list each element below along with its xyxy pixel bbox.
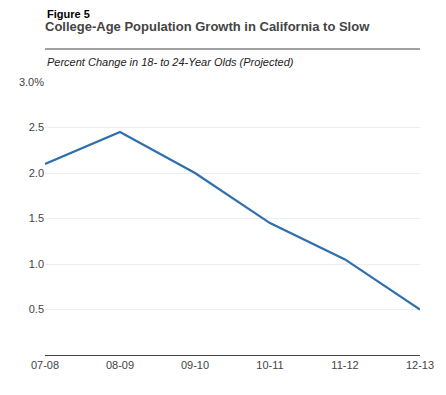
svg-text:10-11: 10-11	[256, 359, 283, 371]
svg-text:07-08: 07-08	[31, 359, 59, 371]
svg-text:11-12: 11-12	[331, 359, 358, 371]
svg-text:09-10: 09-10	[181, 359, 209, 371]
svg-text:1.0: 1.0	[29, 258, 44, 270]
svg-text:08-09: 08-09	[106, 359, 134, 371]
svg-text:2.5: 2.5	[29, 121, 44, 133]
svg-text:Percent Change in 18- to 24-Ye: Percent Change in 18- to 24-Year Olds (P…	[47, 56, 294, 68]
svg-text:College-Age Population Growth: College-Age Population Growth in Califor…	[45, 19, 370, 34]
svg-text:12-13: 12-13	[406, 359, 434, 371]
svg-text:Figure 5: Figure 5	[47, 8, 90, 20]
svg-text:1.5: 1.5	[29, 212, 44, 224]
svg-text:2.0: 2.0	[29, 167, 44, 179]
svg-text:0.5: 0.5	[29, 303, 44, 315]
svg-text:3.0%: 3.0%	[19, 76, 44, 88]
